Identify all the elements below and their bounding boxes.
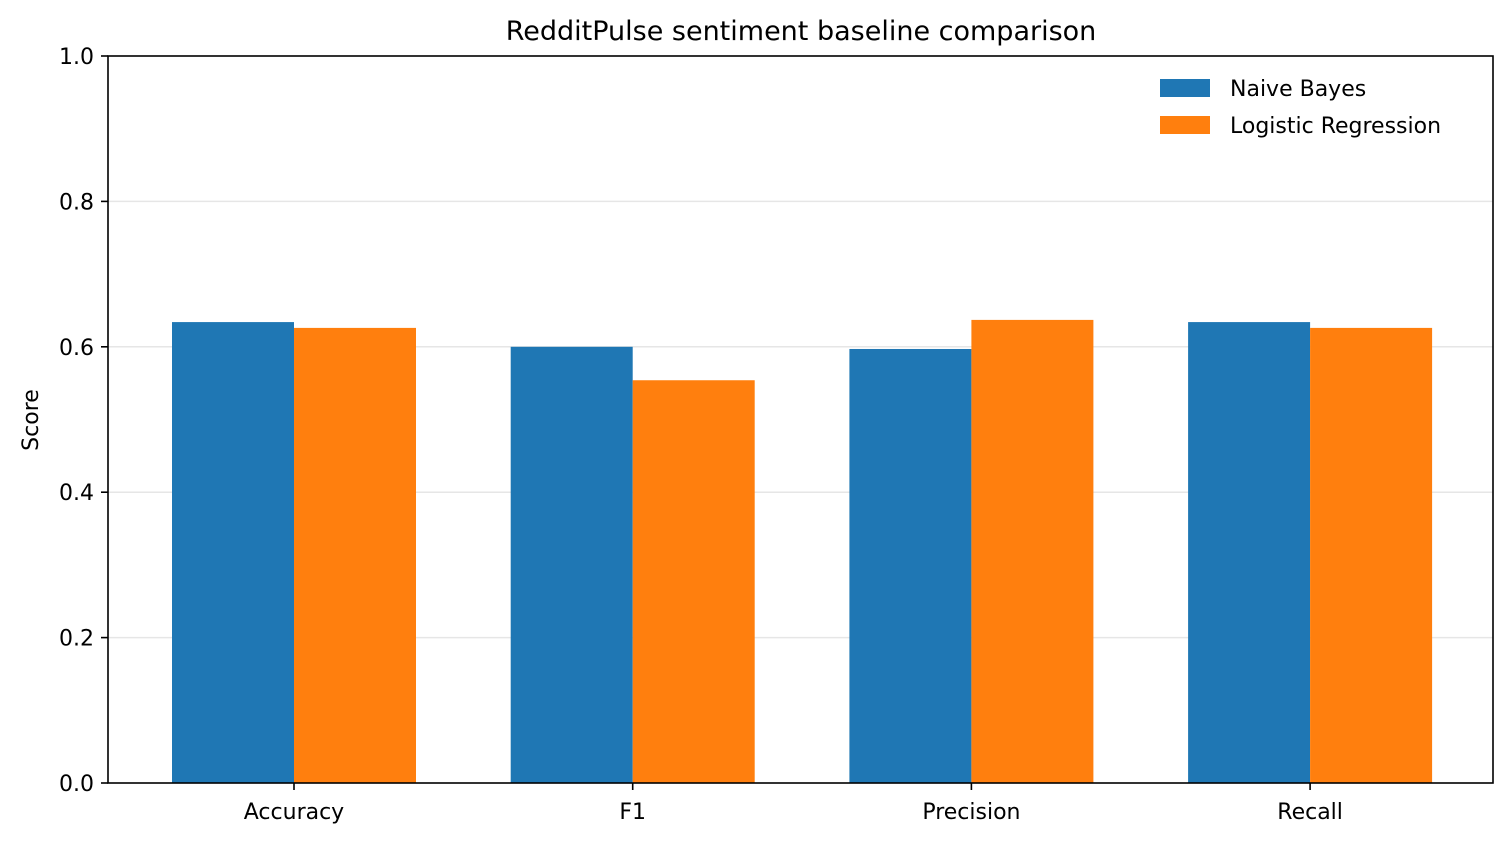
y-tick-label: 0.8 (59, 190, 94, 215)
legend-swatch (1160, 116, 1210, 134)
legend-swatch (1160, 79, 1210, 97)
bar-logistic-regression-precision (971, 319, 1094, 783)
plot-frame (107, 55, 1494, 784)
x-axis: Accuracy F1 Precision Recall (244, 783, 1343, 825)
bars (172, 319, 1433, 783)
y-axis-label: Score (19, 389, 44, 451)
legend-label: Logistic Regression (1230, 114, 1441, 139)
legend-label: Naive Bayes (1230, 77, 1366, 102)
y-tick-label: 1.0 (59, 45, 94, 70)
bar-naive-bayes-f1 (510, 346, 633, 783)
bar-logistic-regression-f1 (632, 380, 755, 783)
y-tick-label: 0.6 (59, 336, 94, 361)
y-tick-label: 0.0 (59, 772, 94, 797)
legend: Naive Bayes Logistic Regression (1160, 77, 1441, 139)
y-tick-label: 0.2 (59, 627, 94, 652)
bar-naive-bayes-precision (849, 348, 972, 783)
bar-logistic-regression-accuracy (294, 327, 416, 783)
x-tick-label: Recall (1277, 800, 1343, 825)
x-tick-label: Accuracy (244, 800, 344, 825)
chart-title: RedditPulse sentiment baseline compariso… (506, 16, 1097, 47)
bar-naive-bayes-accuracy (172, 322, 294, 783)
y-axis: 0.0 0.2 0.4 0.6 0.8 1.0 (59, 45, 108, 797)
bar-naive-bayes-recall (1188, 322, 1311, 783)
x-tick-label: Precision (922, 800, 1020, 825)
x-tick-label: F1 (619, 800, 646, 825)
y-tick-label: 0.4 (59, 481, 94, 506)
bar-logistic-regression-recall (1310, 327, 1433, 783)
